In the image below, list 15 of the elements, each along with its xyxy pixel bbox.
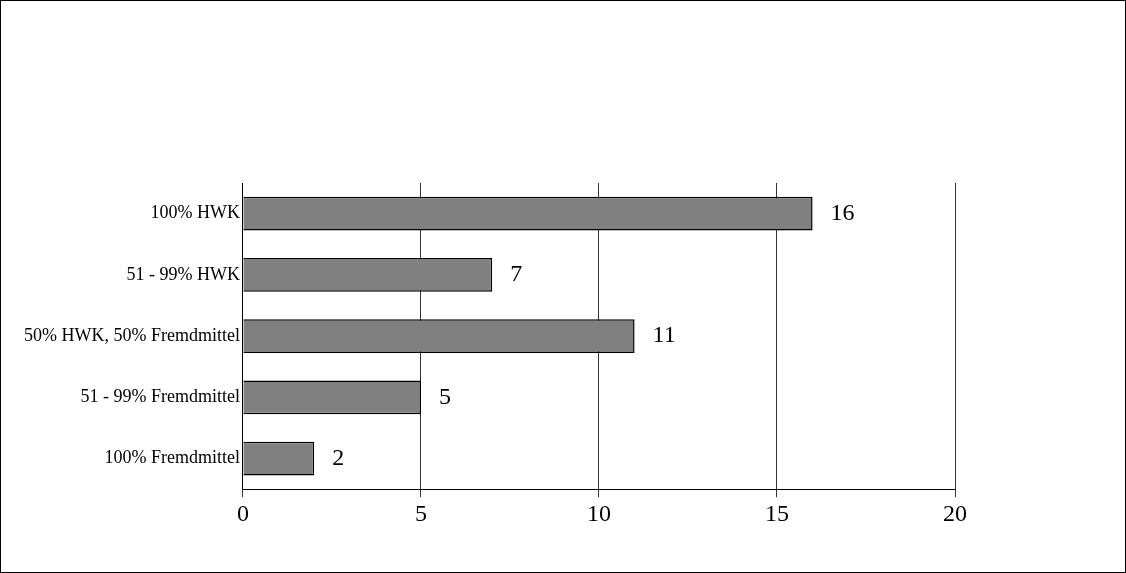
data-label: 2	[332, 443, 345, 470]
x-tick-label: 0	[236, 499, 249, 526]
data-label: 11	[652, 321, 676, 348]
data-label: 16	[830, 198, 855, 225]
x-tick-label: 5	[414, 499, 427, 526]
y-tick-label: 100% Fremdmittel	[104, 447, 240, 468]
x-tick-label: 20	[943, 499, 967, 526]
y-tick-label: 50% HWK, 50% Fremdmittel	[24, 324, 240, 345]
x-tick-label: 10	[586, 499, 611, 526]
y-tick-label: 51 - 99% HWK	[126, 263, 240, 284]
x-tick-label: 15	[764, 499, 789, 526]
data-label: 7	[510, 260, 523, 287]
y-tick-label: 51 - 99% Fremdmittel	[80, 386, 240, 407]
y-tick-label: 100% HWK	[150, 202, 240, 223]
data-label: 5	[438, 382, 451, 409]
